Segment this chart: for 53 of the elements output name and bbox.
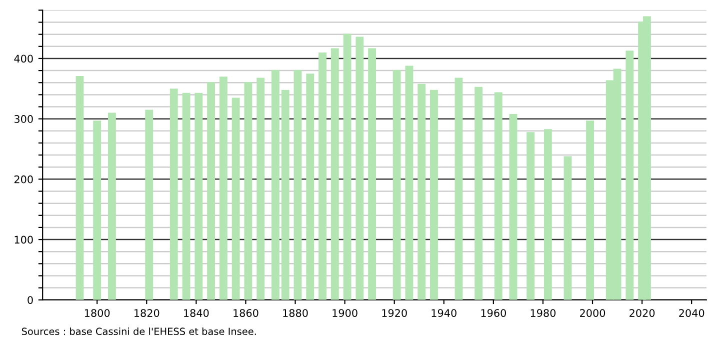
bar: [318, 52, 326, 300]
bar: [494, 92, 502, 300]
bar: [356, 36, 364, 300]
bar: [244, 82, 252, 300]
bar: [405, 66, 414, 300]
bar: [182, 92, 190, 300]
bar: [544, 129, 552, 300]
bar: [219, 76, 228, 300]
bar: [232, 98, 240, 300]
bar: [368, 48, 376, 300]
bar: [170, 88, 178, 300]
bar: [294, 70, 302, 300]
bar: [145, 110, 154, 300]
x-tick-label: 1880: [283, 309, 308, 317]
y-tick-label: 200: [14, 175, 33, 184]
bar: [330, 48, 339, 300]
bar: [474, 86, 483, 300]
bar: [430, 90, 438, 300]
bar: [256, 78, 265, 300]
y-tick-label: 100: [14, 236, 33, 244]
x-tick-label: 1840: [184, 309, 209, 317]
bar: [392, 70, 401, 300]
bar: [207, 82, 216, 300]
bar: [271, 70, 280, 300]
bar: [108, 112, 116, 300]
bar: [509, 114, 518, 300]
x-tick-label: 1980: [530, 309, 556, 317]
bar: [526, 132, 535, 300]
bar: [281, 90, 290, 300]
y-tick-label: 300: [14, 115, 33, 123]
x-tick-label: 2020: [630, 309, 655, 317]
x-tick-label: 1920: [382, 309, 407, 317]
bar: [626, 50, 634, 300]
x-tick-label: 2000: [580, 309, 606, 317]
x-tick-label: 2040: [679, 309, 704, 317]
x-tick-label: 1820: [134, 309, 160, 317]
bar: [418, 84, 426, 300]
y-tick-label: 400: [14, 54, 33, 63]
bar: [564, 156, 572, 300]
x-tick-label: 1960: [481, 309, 506, 317]
bar: [454, 78, 463, 300]
x-tick-label: 1900: [332, 309, 358, 317]
x-tick-label: 1940: [432, 309, 456, 317]
bar: [194, 92, 203, 300]
y-tick-label: 0: [28, 296, 33, 304]
bar: [93, 120, 102, 300]
bar: [343, 34, 352, 300]
bar: [586, 120, 594, 300]
x-tick-label: 1800: [84, 309, 110, 317]
bar: [76, 76, 84, 300]
source-note: Sources : base Cassini de l'EHESS et base Insee.: [22, 328, 256, 336]
bar: [306, 74, 314, 300]
x-tick-label: 1860: [234, 309, 258, 317]
